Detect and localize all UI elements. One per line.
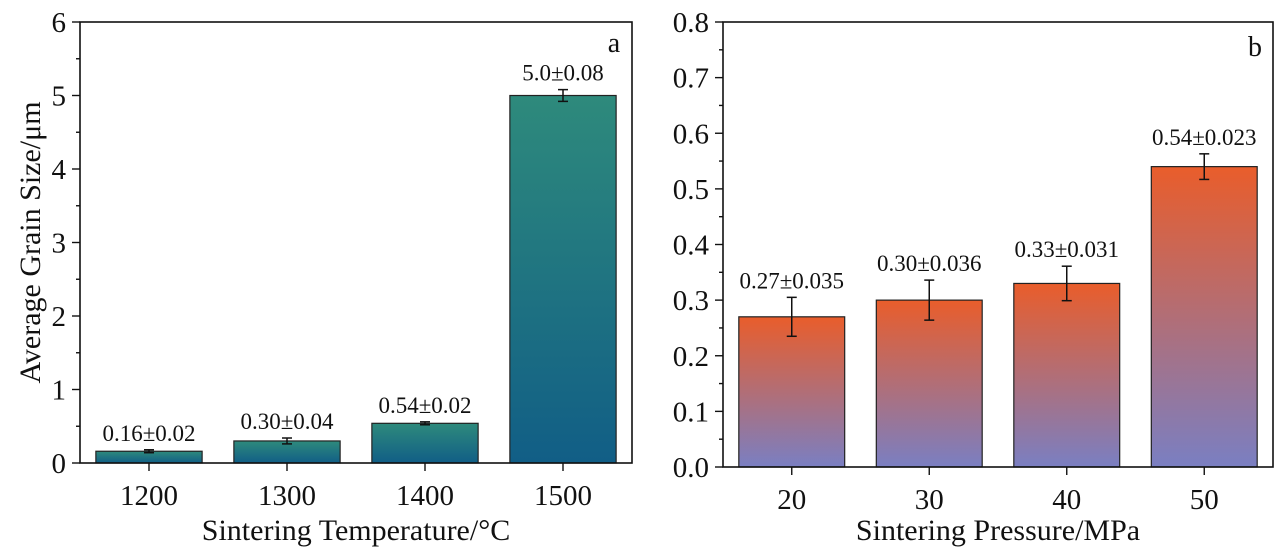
panel-label: a bbox=[608, 28, 621, 59]
bar-40 bbox=[1013, 282, 1121, 468]
error-bar-1200 bbox=[144, 449, 154, 454]
value-label-30: 0.30±0.036 bbox=[877, 251, 982, 276]
y-tick-label-0.7: 0.7 bbox=[673, 63, 709, 95]
y-tick-label-1: 1 bbox=[52, 375, 67, 407]
value-label-50: 0.54±0.023 bbox=[1152, 125, 1257, 150]
bar-30 bbox=[875, 299, 983, 468]
x-tick-label-1500: 1500 bbox=[534, 480, 592, 512]
y-tick-label-0.4: 0.4 bbox=[673, 230, 710, 262]
panel-label: b bbox=[1248, 32, 1262, 63]
bar-1500 bbox=[509, 94, 617, 464]
x-axis-title: Sintering Temperature/°C bbox=[202, 514, 510, 547]
x-axis-title: Sintering Pressure/MPa bbox=[856, 514, 1140, 547]
y-tick-label-0.5: 0.5 bbox=[673, 174, 709, 206]
chart-panel-b: 0.27±0.035 20 0.30±0.036 30 0.33±0.031 40 0.54… bbox=[673, 7, 1274, 547]
bar-20 bbox=[738, 316, 846, 468]
x-tick-label-50: 50 bbox=[1190, 484, 1219, 516]
x-tick-label-40: 40 bbox=[1052, 484, 1081, 516]
x-tick-label-20: 20 bbox=[777, 484, 806, 516]
value-label-20: 0.27±0.035 bbox=[739, 268, 844, 293]
y-tick-label-4: 4 bbox=[52, 154, 67, 186]
plot-frame bbox=[722, 21, 1274, 468]
error-bar-40 bbox=[1061, 265, 1072, 302]
value-label-40: 0.33±0.031 bbox=[1014, 237, 1119, 262]
x-tick-label-1200: 1200 bbox=[120, 480, 178, 512]
error-bar-20 bbox=[786, 296, 797, 338]
y-tick-label-3: 3 bbox=[52, 228, 67, 260]
y-tick-label-2: 2 bbox=[52, 301, 67, 333]
y-tick-label-0.2: 0.2 bbox=[673, 341, 709, 373]
error-bar-50 bbox=[1199, 153, 1210, 181]
value-label-1500: 5.0±0.08 bbox=[522, 61, 604, 86]
chart-panel-a: 0.16±0.02 1200 0.30±0.04 1300 0.54±0.02 1400 5… bbox=[14, 7, 633, 547]
plot-frame bbox=[79, 21, 633, 464]
y-tick-label-5: 5 bbox=[52, 81, 67, 113]
y-tick-label-0.0: 0.0 bbox=[673, 452, 709, 484]
y-axis-title: Average Grain Size/μm bbox=[14, 101, 47, 383]
value-label-1300: 0.30±0.04 bbox=[240, 409, 334, 434]
y-tick-label-0.6: 0.6 bbox=[673, 118, 709, 150]
y-tick-label-0.1: 0.1 bbox=[673, 396, 709, 428]
value-label-1200: 0.16±0.02 bbox=[102, 421, 195, 446]
value-label-1400: 0.54±0.02 bbox=[378, 393, 471, 418]
bar-50 bbox=[1150, 166, 1258, 468]
y-tick-label-0: 0 bbox=[52, 448, 67, 480]
x-tick-label-1400: 1400 bbox=[396, 480, 454, 512]
error-bar-1500 bbox=[558, 88, 568, 103]
y-tick-label-0.8: 0.8 bbox=[673, 7, 709, 39]
error-bar-1300 bbox=[282, 437, 292, 445]
bar-1400 bbox=[371, 422, 479, 464]
x-tick-label-30: 30 bbox=[915, 484, 944, 516]
error-bar-30 bbox=[924, 279, 935, 321]
y-tick-label-6: 6 bbox=[52, 7, 67, 39]
error-bar-1400 bbox=[420, 421, 430, 426]
x-tick-label-1300: 1300 bbox=[258, 480, 316, 512]
y-tick-label-0.3: 0.3 bbox=[673, 285, 709, 317]
